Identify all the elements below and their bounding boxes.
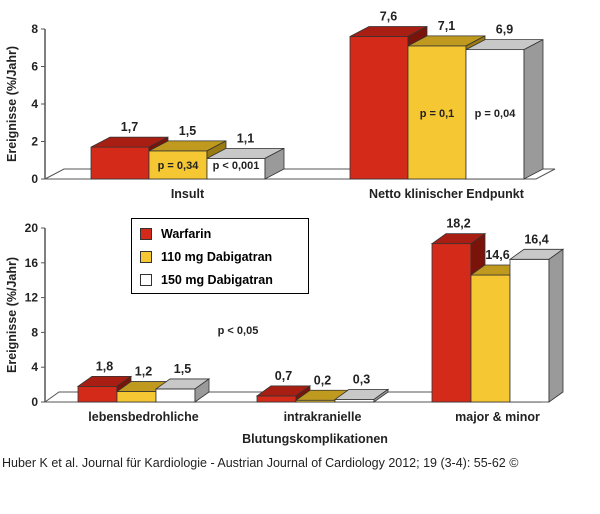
legend: Warfarin 110 mg Dabigatran 150 mg Dabiga… bbox=[131, 218, 309, 294]
bar-150-mg-dabigatran-intrakranielle bbox=[333, 388, 390, 403]
y-tick-label: 0 bbox=[31, 172, 38, 186]
legend-item-warfarin: Warfarin bbox=[140, 222, 308, 245]
y-tick-label: 8 bbox=[31, 325, 38, 339]
legend-swatch-warfarin bbox=[140, 227, 152, 240]
bar-warfarin-intrakranielle-front bbox=[256, 395, 297, 403]
y-tick-label: 2 bbox=[31, 135, 38, 149]
bar-150-mg-dabigatran-insult bbox=[206, 147, 285, 180]
x-category-label: intrakranielle bbox=[284, 410, 362, 424]
p-value-annotation: p = 0,34 bbox=[158, 160, 200, 172]
bar-warfarin-major-minor-front bbox=[431, 243, 472, 403]
chart-panel-2: 0 4 8 12 16 20 Ereignisse (%/Jahr) 1,8 1,2 1,5 leb… bbox=[5, 217, 565, 446]
bar-110-mg-dabigatran-major-minor-front bbox=[470, 274, 511, 403]
bar-150-mg-dabigatran-lebensbedrohliche-side bbox=[194, 378, 210, 403]
y-tick-label: 20 bbox=[25, 221, 39, 235]
legend-swatch-110mg bbox=[140, 250, 152, 263]
bar-150-mg-dabigatran-lebensbedrohliche bbox=[154, 378, 211, 403]
data-label: 16,4 bbox=[524, 232, 548, 246]
x-axis-label: Blutungskomplikationen bbox=[242, 432, 388, 446]
bar-150-mg-dabigatran-netto-klinischer-endpunkt bbox=[465, 38, 544, 180]
bar-110-mg-dabigatran-netto-klinischer-endpunkt-front bbox=[407, 45, 467, 180]
x-category-label: Insult bbox=[171, 187, 205, 201]
legend-item-150mg: 150 mg Dabigatran bbox=[140, 268, 308, 291]
legend-swatch-150mg bbox=[140, 273, 152, 286]
data-label: 1,5 bbox=[179, 124, 196, 138]
bar-150-mg-dabigatran-netto-klinischer-endpunkt-front bbox=[465, 49, 525, 180]
y-tick-label: 16 bbox=[25, 256, 39, 270]
data-label: 1,5 bbox=[174, 362, 191, 376]
y-tick-label: 4 bbox=[31, 360, 38, 374]
data-label: 7,6 bbox=[380, 10, 397, 24]
bar-150-mg-dabigatran-lebensbedrohliche-front bbox=[155, 388, 196, 403]
bar-150-mg-dabigatran-intrakranielle-side bbox=[373, 388, 389, 403]
y-axis-label: Ereignisse (%/Jahr) bbox=[5, 257, 19, 373]
data-label: 18,2 bbox=[446, 217, 470, 231]
p-value-annotation: p < 0,05 bbox=[218, 325, 259, 337]
y-tick-label: 8 bbox=[31, 22, 38, 36]
data-label: 1,8 bbox=[96, 359, 113, 373]
data-label: 7,1 bbox=[438, 19, 455, 33]
y-tick-label: 12 bbox=[25, 291, 39, 305]
data-label: 6,9 bbox=[496, 23, 513, 37]
data-label: 0,7 bbox=[275, 369, 292, 383]
data-label: 1,1 bbox=[237, 131, 254, 145]
legend-label-110mg: 110 mg Dabigatran bbox=[161, 249, 273, 264]
y-tick-label: 0 bbox=[31, 395, 38, 409]
data-label: 0,3 bbox=[353, 372, 370, 386]
y-axis-label: Ereignisse (%/Jahr) bbox=[5, 46, 19, 162]
bar-150-mg-dabigatran-insult-side bbox=[264, 147, 285, 180]
p-value-annotation: p < 0,001 bbox=[213, 160, 260, 172]
legend-item-110mg: 110 mg Dabigatran bbox=[140, 245, 308, 268]
legend-label-150mg: 150 mg Dabigatran bbox=[161, 272, 273, 287]
bar-150-mg-dabigatran-major-minor-front bbox=[509, 258, 550, 403]
bar-150-mg-dabigatran-major-minor bbox=[508, 248, 565, 403]
data-label: 0,2 bbox=[314, 373, 331, 387]
citation: Huber K et al. Journal für Kardiologie -… bbox=[2, 456, 519, 470]
data-label: 1,2 bbox=[135, 365, 152, 379]
p-value-annotation: p = 0,04 bbox=[475, 108, 517, 120]
y-tick-label: 6 bbox=[31, 60, 38, 74]
data-label: 1,7 bbox=[121, 120, 138, 134]
p-value-annotation: p = 0,1 bbox=[420, 108, 455, 120]
bar-warfarin-insult-front bbox=[90, 146, 150, 180]
x-category-label: major & minor bbox=[455, 410, 540, 424]
bar-110-mg-dabigatran-insult-front bbox=[148, 150, 208, 180]
bar-110-mg-dabigatran-lebensbedrohliche-front bbox=[116, 391, 157, 403]
x-category-label: Netto klinischer Endpunkt bbox=[369, 187, 525, 201]
legend-label-warfarin: Warfarin bbox=[161, 226, 212, 241]
data-label: 14,6 bbox=[485, 248, 509, 262]
bar-150-mg-dabigatran-netto-klinischer-endpunkt-side bbox=[523, 38, 544, 180]
x-category-label: lebensbedrohliche bbox=[88, 410, 198, 424]
bar-warfarin-netto-klinischer-endpunkt-front bbox=[349, 36, 409, 180]
chart-panel-1: 0 2 4 6 8 Ereignisse (%/Jahr) 1,7 1,5 1,1 Insult 7… bbox=[5, 10, 556, 201]
figure: 0 2 4 6 8 Ereignisse (%/Jahr) 1,7 1,5 1,1 Insult 7… bbox=[5, 10, 565, 446]
bar-warfarin-lebensbedrohliche-front bbox=[77, 385, 118, 403]
bar-150-mg-dabigatran-major-minor-side bbox=[548, 248, 564, 403]
y-tick-label: 4 bbox=[31, 97, 38, 111]
